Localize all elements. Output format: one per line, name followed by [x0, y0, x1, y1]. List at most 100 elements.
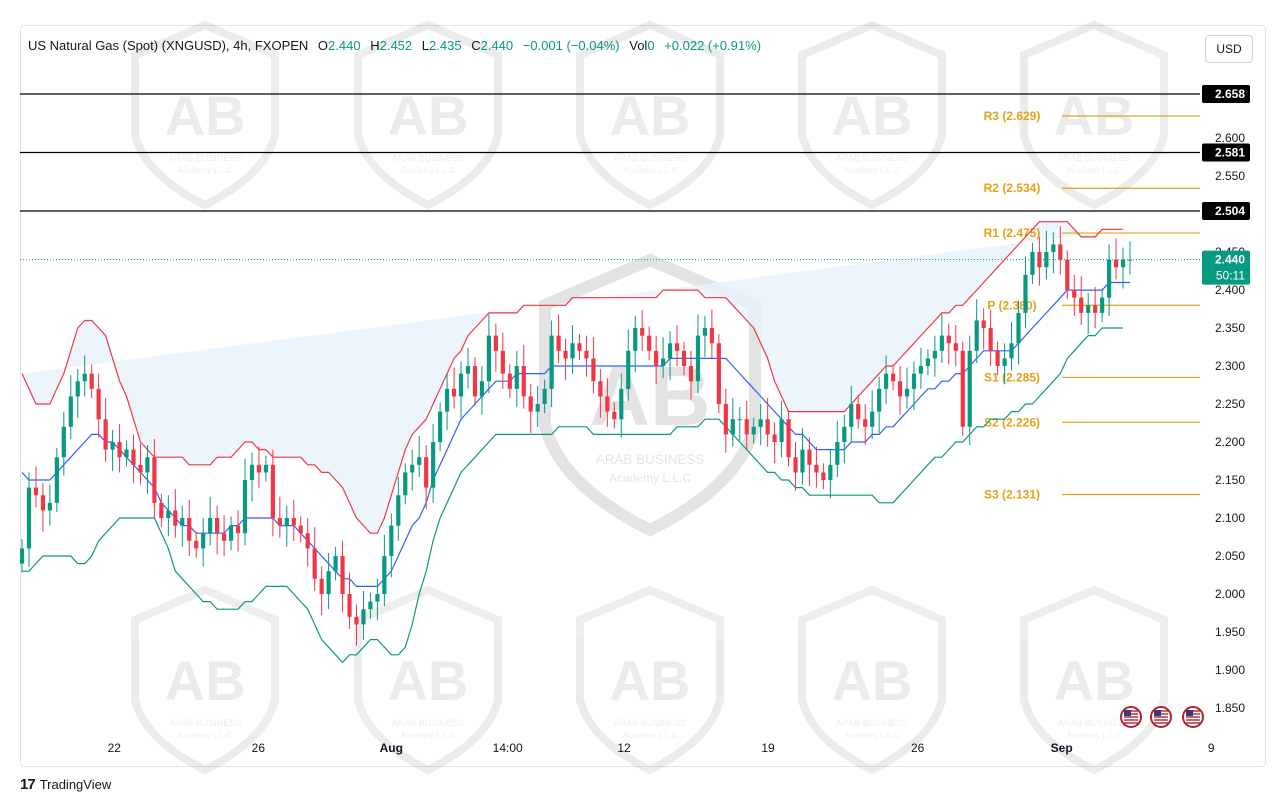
candle [1113, 238, 1119, 280]
candle-body [911, 373, 917, 389]
candle [514, 350, 519, 408]
candle-body [61, 426, 66, 458]
candle [500, 332, 505, 389]
candle [542, 379, 547, 414]
candle [382, 534, 387, 607]
candle-body [786, 419, 791, 458]
candle [1072, 274, 1077, 316]
price-tick-label: 1.900 [1215, 663, 1245, 677]
candle-body [1079, 297, 1084, 313]
watermark-line2: Academy L.L.C [609, 471, 691, 485]
candle [159, 493, 164, 528]
candle [89, 364, 94, 398]
candle [256, 446, 262, 488]
candle [647, 326, 652, 360]
currency-button[interactable]: USD [1205, 35, 1253, 63]
candle-body [75, 381, 80, 397]
candle-body [744, 419, 749, 435]
candle-body [932, 350, 937, 359]
price-tick-label: 2.050 [1215, 549, 1245, 563]
candle-body [918, 366, 924, 374]
level-badge-label: 2.504 [1215, 204, 1245, 218]
candle-body [96, 388, 101, 420]
candle-body [110, 442, 115, 450]
candle [458, 361, 464, 418]
candle [215, 505, 220, 555]
candle-body [410, 464, 415, 473]
candle-body [1016, 312, 1021, 344]
candle [932, 335, 937, 377]
candle [479, 366, 485, 415]
candle [939, 314, 944, 364]
bollinger-band-fill [22, 221, 1123, 534]
candle-body [674, 343, 680, 351]
candle [340, 540, 345, 613]
candles[interactable] [19, 226, 1133, 646]
candle [528, 384, 533, 433]
candle-body [1009, 343, 1014, 359]
candle [800, 428, 805, 485]
candle [284, 505, 289, 547]
candle [389, 513, 394, 578]
candle [619, 373, 624, 438]
horizontal-levels[interactable] [20, 93, 1200, 212]
time-tick-label: 9 [1208, 741, 1215, 755]
candle-body [507, 373, 512, 389]
candle-body [221, 533, 227, 541]
price-tick-label: 2.400 [1215, 283, 1245, 297]
price-tick-label: 2.250 [1215, 397, 1245, 411]
tradingview-brand[interactable]: 17 TradingView [20, 776, 111, 793]
time-axis[interactable]: 22 26 Aug 14:00 12 19 26 Sep 9 [108, 741, 1215, 755]
candle [1107, 244, 1112, 316]
price-tick-label: 2.600 [1215, 131, 1245, 145]
candle-body [131, 449, 136, 465]
candle-body [1051, 244, 1056, 253]
candle-body [730, 419, 735, 435]
volume-change-value: +0.022 (+0.91%) [664, 38, 762, 53]
watermark-line1: ARAB BUSINESS [1058, 153, 1131, 163]
candle [884, 355, 889, 405]
candle-body [695, 335, 701, 382]
symbol-title[interactable]: US Natural Gas (Spot) (XNGUSD), 4h, FXOP… [28, 38, 309, 53]
time-tick-label: 14:00 [493, 741, 523, 755]
open-label: O [317, 38, 329, 53]
candle-body [180, 518, 185, 526]
svg-text:AB: AB [832, 649, 913, 712]
level-badge [1202, 202, 1250, 221]
candle [103, 397, 108, 462]
candle-body [187, 518, 192, 541]
price-axis[interactable]: 1.850 1.900 1.950 2.000 2.050 2.100 2.150 2.200… [1215, 131, 1245, 715]
candle [312, 527, 317, 591]
close-value: 2.440 [480, 38, 514, 53]
candle-body [556, 335, 561, 351]
candle [486, 314, 491, 394]
candle [1120, 247, 1126, 289]
candle-body [235, 525, 241, 534]
watermark-line2: Academy L.L.C [623, 166, 678, 175]
candle [807, 437, 812, 487]
candle [661, 337, 666, 379]
candle [577, 334, 582, 360]
economic-event-flags[interactable] [1120, 706, 1204, 728]
candle-body [960, 350, 965, 427]
watermark-line1: ARAB BUSINESS [392, 718, 465, 728]
candle-body [1107, 259, 1112, 298]
candle-body [117, 442, 122, 458]
candle [1009, 321, 1014, 371]
candle [117, 423, 122, 473]
svg-text:AB: AB [1054, 649, 1135, 712]
candle-body [528, 396, 533, 412]
candle [333, 546, 338, 581]
candle [291, 499, 296, 541]
candle-body [424, 457, 429, 488]
candle [1100, 288, 1105, 322]
candle-body [312, 548, 317, 579]
volume-value: 0 [647, 38, 655, 53]
bollinger-basis-line [21, 281, 1130, 587]
candle [911, 361, 917, 411]
candle [716, 334, 721, 414]
current-price-badge [1202, 250, 1250, 285]
candle-body [870, 411, 875, 427]
candle-body [1037, 252, 1042, 268]
